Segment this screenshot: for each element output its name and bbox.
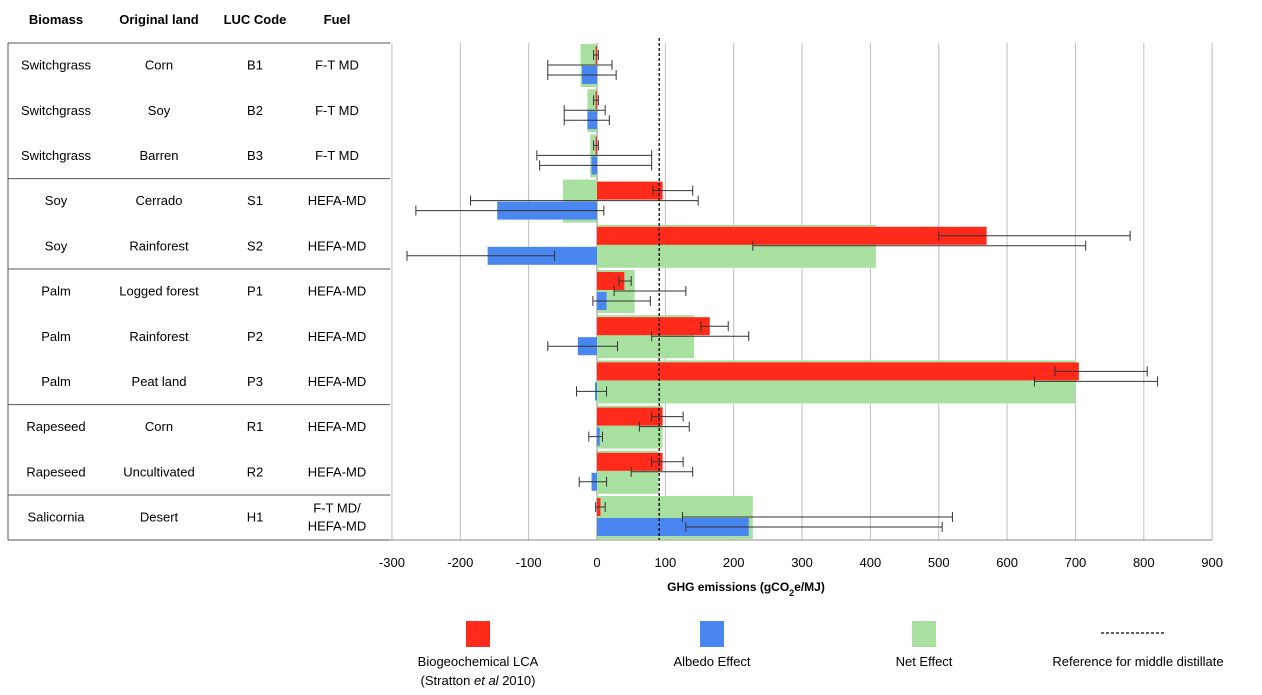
table-cell-fuel: HEFA-MD <box>308 284 367 299</box>
bar-biogeochemical-P1 <box>597 272 625 290</box>
legend-swatch-biogeochemical <box>466 621 490 647</box>
bar-biogeochemical-R2 <box>597 452 663 471</box>
table-cell: Cerrado <box>136 193 183 208</box>
x-tick-label: -300 <box>379 555 405 570</box>
table-cell: H1 <box>247 510 264 525</box>
bar-biogeochemical-R1 <box>597 407 663 426</box>
legend-swatch-albedo <box>700 621 724 647</box>
table-cell: Rainforest <box>129 329 189 344</box>
legend-swatch-net <box>912 621 936 647</box>
x-tick-label: 600 <box>996 555 1018 570</box>
table-cell-fuel: HEFA-MD <box>308 374 367 389</box>
table-cell: Palm <box>41 374 71 389</box>
luc-table: Biomass Original land LUC Code Fuel Switchgr… <box>7 12 390 541</box>
x-axis-label-subscript: 2 <box>789 588 794 598</box>
table-cell-fuel: HEFA-MD <box>308 519 367 534</box>
table-cell-fuel: F-T MD <box>315 103 359 118</box>
table-cell: Rainforest <box>129 238 189 253</box>
bar-biogeochemical-S2 <box>597 226 987 245</box>
table-cell: P2 <box>247 329 263 344</box>
x-tick-label: 0 <box>593 555 600 570</box>
table-cell-fuel: HEFA-MD <box>308 464 367 479</box>
table-cell: B3 <box>247 148 263 163</box>
bar-biogeochemical-S1 <box>597 181 663 200</box>
table-cell-fuel: F-T MD <box>315 58 359 73</box>
x-tick-label: 500 <box>928 555 950 570</box>
x-tick-label: -100 <box>516 555 542 570</box>
bar-albedo-H1 <box>597 518 749 536</box>
table-cell: Corn <box>145 419 173 434</box>
x-tick-label: 900 <box>1201 555 1223 570</box>
legend-citation-part: (Stratton <box>421 673 474 688</box>
legend-label-reference: Reference for middle distillate <box>1052 654 1223 669</box>
table-cell: Soy <box>45 238 68 253</box>
table-cell: Rapeseed <box>26 419 85 434</box>
table-cell: B1 <box>247 58 263 73</box>
error-bars <box>406 50 1158 532</box>
x-axis-label-end: e/MJ) <box>794 580 825 594</box>
table-cell-fuel: HEFA-MD <box>308 419 367 434</box>
table-cell: Palm <box>41 284 71 299</box>
x-tick-label: 100 <box>654 555 676 570</box>
table-cell: S2 <box>247 238 263 253</box>
x-tick-label: 200 <box>723 555 745 570</box>
table-cell: Soy <box>148 103 171 118</box>
table-cell: R1 <box>247 419 264 434</box>
table-cell: Switchgrass <box>21 148 92 163</box>
table-cell: R2 <box>247 464 264 479</box>
table-cell: B2 <box>247 103 263 118</box>
table-header: Biomass <box>29 12 83 27</box>
legend-citation-part: et al <box>474 673 500 688</box>
table-header: Original land <box>119 12 199 27</box>
x-tick-label: 800 <box>1133 555 1155 570</box>
legend-citation-part: 2010) <box>499 673 536 688</box>
x-tick-label: 300 <box>791 555 813 570</box>
table-cell: Soy <box>45 193 68 208</box>
table-cell: Barren <box>139 148 178 163</box>
x-axis-label: GHG emissions (gCO2e/MJ) <box>667 580 825 598</box>
x-tick-label: 700 <box>1065 555 1087 570</box>
grid-lines <box>390 43 1213 541</box>
x-tick-label: -200 <box>447 555 473 570</box>
table-cell-fuel: HEFA-MD <box>308 193 367 208</box>
table-cell: Switchgrass <box>21 103 92 118</box>
bar-biogeochemical-P2 <box>597 317 710 336</box>
legend-label-albedo: Albedo Effect <box>673 654 750 669</box>
table-cell: Logged forest <box>119 284 199 299</box>
x-axis-label-main: GHG emissions (gCO <box>667 580 789 594</box>
bars <box>487 44 1079 539</box>
table-cell: Salicornia <box>27 510 85 525</box>
table-cell: P1 <box>247 284 263 299</box>
table-cell: Rapeseed <box>26 464 85 479</box>
legend-label-net: Net Effect <box>896 654 953 669</box>
table-cell-fuel: F-T MD/ <box>313 501 361 516</box>
table-cell: Corn <box>145 58 173 73</box>
table-cell: Peat land <box>132 374 187 389</box>
table-header: LUC Code <box>224 12 287 27</box>
table-cell: Uncultivated <box>123 464 195 479</box>
table-cell: Palm <box>41 329 71 344</box>
table-cell: Switchgrass <box>21 58 92 73</box>
table-cell-fuel: HEFA-MD <box>308 329 367 344</box>
legend-label-biogeochemical: Biogeochemical LCA <box>418 654 539 669</box>
bar-biogeochemical-P3 <box>597 362 1079 381</box>
legend-label-biogeochemical-citation: (Stratton et al 2010) <box>421 673 536 688</box>
x-tick-labels: -300 -200 -100 0 100 200 300 400 500 600 700 800 900 <box>379 555 1223 570</box>
table-cell-fuel: F-T MD <box>315 148 359 163</box>
table-header: Fuel <box>324 12 351 27</box>
legend: Biogeochemical LCA (Stratton et al 2010) A… <box>418 621 1224 688</box>
table-cell: S1 <box>247 193 263 208</box>
table-cell: Desert <box>140 510 179 525</box>
table-cell: P3 <box>247 374 263 389</box>
table-cell-fuel: HEFA-MD <box>308 238 367 253</box>
x-tick-label: 400 <box>860 555 882 570</box>
